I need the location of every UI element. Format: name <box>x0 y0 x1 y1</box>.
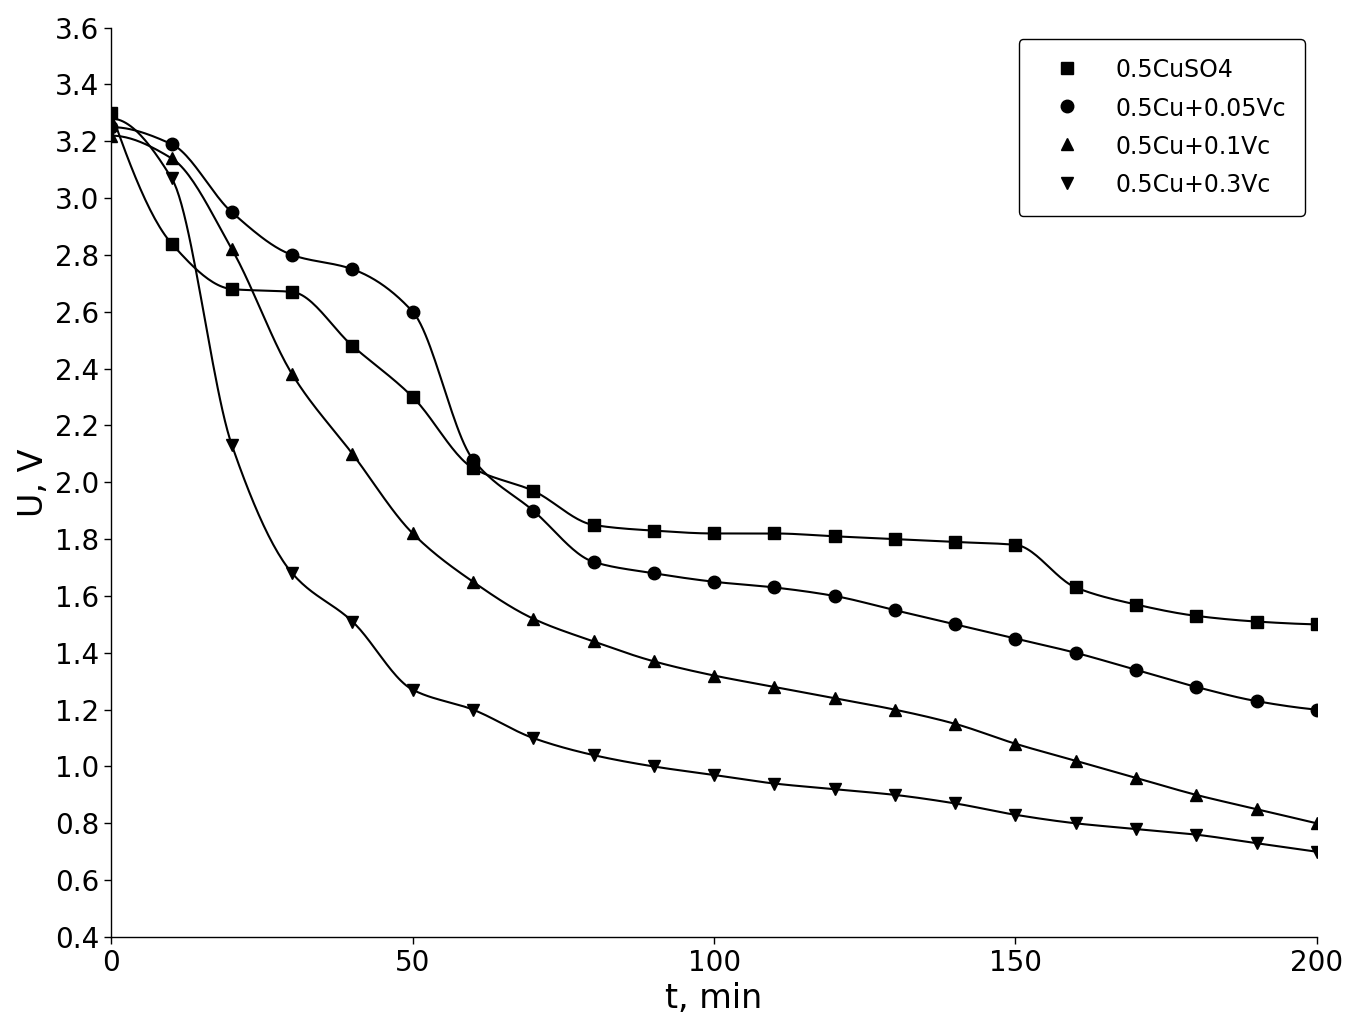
0.5Cu+0.1Vc <box>887 704 903 716</box>
0.5CuSO4 <box>1008 539 1024 551</box>
0.5CuSO4 <box>887 533 903 545</box>
0.5CuSO4 <box>766 527 782 540</box>
0.5Cu+0.1Vc <box>646 655 662 668</box>
0.5Cu+0.3Vc <box>1068 817 1084 830</box>
0.5Cu+0.05Vc <box>827 590 843 603</box>
0.5Cu+0.1Vc <box>1308 817 1325 830</box>
0.5CuSO4 <box>585 519 601 531</box>
0.5Cu+0.05Vc <box>1248 695 1265 707</box>
0.5Cu+0.05Vc <box>525 505 541 517</box>
0.5Cu+0.1Vc <box>344 448 360 460</box>
0.5Cu+0.05Vc <box>585 555 601 568</box>
0.5Cu+0.3Vc <box>284 567 301 579</box>
0.5CuSO4 <box>525 485 541 497</box>
0.5Cu+0.05Vc <box>1127 664 1144 676</box>
0.5CuSO4 <box>163 237 180 250</box>
0.5Cu+0.05Vc <box>1189 681 1205 694</box>
0.5CuSO4 <box>1127 599 1144 611</box>
0.5Cu+0.3Vc <box>224 440 241 452</box>
0.5Cu+0.1Vc <box>103 129 120 141</box>
0.5Cu+0.3Vc <box>1127 823 1144 835</box>
Legend: 0.5CuSO4, 0.5Cu+0.05Vc, 0.5Cu+0.1Vc, 0.5Cu+0.3Vc: 0.5CuSO4, 0.5Cu+0.05Vc, 0.5Cu+0.1Vc, 0.5… <box>1019 39 1306 216</box>
Line: 0.5Cu+0.3Vc: 0.5Cu+0.3Vc <box>105 112 1323 858</box>
0.5Cu+0.1Vc <box>224 244 241 256</box>
0.5CuSO4 <box>404 391 420 404</box>
0.5Cu+0.1Vc <box>1068 754 1084 767</box>
0.5Cu+0.1Vc <box>404 527 420 540</box>
0.5Cu+0.3Vc <box>706 769 722 781</box>
0.5CuSO4 <box>646 524 662 537</box>
0.5Cu+0.1Vc <box>585 636 601 648</box>
0.5Cu+0.1Vc <box>827 692 843 705</box>
0.5CuSO4 <box>706 527 722 540</box>
X-axis label: t, min: t, min <box>665 982 763 1015</box>
0.5Cu+0.05Vc <box>284 249 301 261</box>
0.5Cu+0.3Vc <box>585 749 601 762</box>
0.5Cu+0.3Vc <box>103 112 120 125</box>
0.5Cu+0.1Vc <box>706 670 722 682</box>
0.5CuSO4 <box>465 462 481 475</box>
0.5Cu+0.05Vc <box>163 138 180 151</box>
0.5Cu+0.05Vc <box>103 121 120 133</box>
0.5Cu+0.3Vc <box>766 777 782 789</box>
0.5Cu+0.3Vc <box>1308 845 1325 858</box>
0.5Cu+0.3Vc <box>887 788 903 801</box>
0.5Cu+0.3Vc <box>646 761 662 773</box>
0.5CuSO4 <box>827 530 843 543</box>
0.5Cu+0.3Vc <box>404 683 420 696</box>
0.5Cu+0.05Vc <box>404 305 420 318</box>
0.5Cu+0.05Vc <box>947 618 963 631</box>
0.5CuSO4 <box>224 283 241 295</box>
0.5Cu+0.3Vc <box>163 172 180 185</box>
0.5Cu+0.1Vc <box>1248 803 1265 815</box>
0.5Cu+0.05Vc <box>465 453 481 465</box>
0.5CuSO4 <box>1189 610 1205 622</box>
Line: 0.5CuSO4: 0.5CuSO4 <box>105 106 1323 631</box>
0.5CuSO4 <box>1068 581 1084 593</box>
0.5Cu+0.05Vc <box>224 206 241 219</box>
0.5Cu+0.05Vc <box>646 567 662 579</box>
0.5Cu+0.1Vc <box>525 613 541 625</box>
0.5Cu+0.3Vc <box>947 798 963 810</box>
0.5Cu+0.05Vc <box>1068 647 1084 659</box>
Y-axis label: U, V: U, V <box>16 448 50 517</box>
0.5Cu+0.1Vc <box>766 681 782 694</box>
Line: 0.5Cu+0.05Vc: 0.5Cu+0.05Vc <box>105 121 1323 716</box>
0.5Cu+0.3Vc <box>525 732 541 744</box>
0.5Cu+0.1Vc <box>1189 788 1205 801</box>
0.5Cu+0.1Vc <box>465 576 481 588</box>
0.5Cu+0.3Vc <box>1008 809 1024 821</box>
0.5Cu+0.05Vc <box>706 576 722 588</box>
0.5Cu+0.1Vc <box>947 717 963 730</box>
Line: 0.5Cu+0.1Vc: 0.5Cu+0.1Vc <box>105 129 1323 830</box>
0.5Cu+0.1Vc <box>163 152 180 164</box>
0.5Cu+0.3Vc <box>344 615 360 627</box>
0.5CuSO4 <box>947 536 963 548</box>
0.5CuSO4 <box>344 340 360 352</box>
0.5Cu+0.05Vc <box>1308 704 1325 716</box>
0.5CuSO4 <box>103 106 120 119</box>
0.5Cu+0.05Vc <box>766 581 782 593</box>
0.5Cu+0.1Vc <box>284 368 301 381</box>
0.5CuSO4 <box>1248 615 1265 627</box>
0.5Cu+0.3Vc <box>827 783 843 796</box>
0.5Cu+0.05Vc <box>1008 633 1024 645</box>
0.5Cu+0.05Vc <box>887 604 903 616</box>
0.5Cu+0.3Vc <box>1248 837 1265 849</box>
0.5Cu+0.05Vc <box>344 263 360 276</box>
0.5CuSO4 <box>1308 618 1325 631</box>
0.5Cu+0.3Vc <box>465 704 481 716</box>
0.5CuSO4 <box>284 286 301 298</box>
0.5Cu+0.1Vc <box>1127 772 1144 784</box>
0.5Cu+0.1Vc <box>1008 738 1024 750</box>
0.5Cu+0.3Vc <box>1189 829 1205 841</box>
